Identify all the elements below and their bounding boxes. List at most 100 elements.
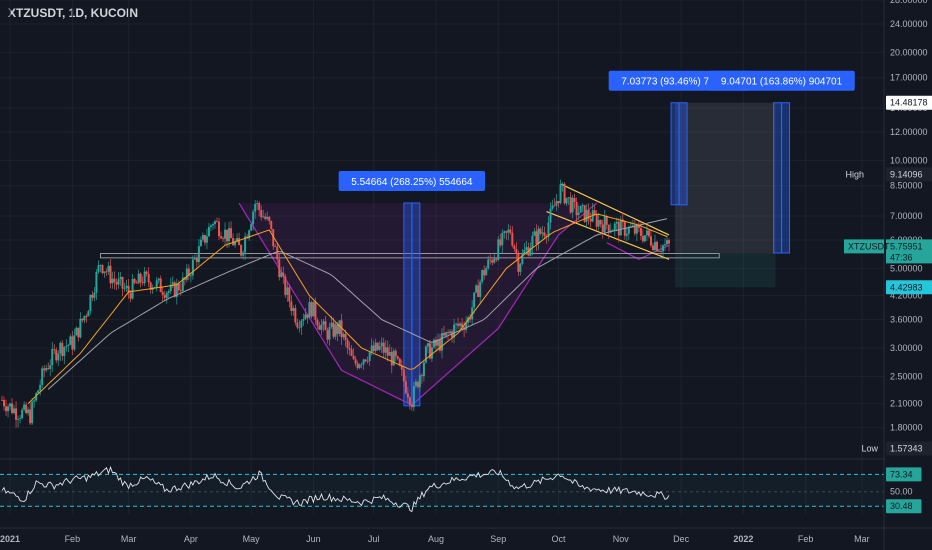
candle-body-down [641,236,644,242]
rsi-band-fill [0,474,884,507]
target-price-tag-box [886,95,932,110]
candle-body-up [342,333,345,338]
candle-body-down [85,315,88,317]
candle-body-up [643,235,646,242]
candle-body-up [436,339,439,346]
candle-body-up [125,285,128,288]
symbol-title: XTZUSDT, 1D, KUCOIN [8,6,139,20]
candle-body-up [266,216,269,219]
candle-body-up [256,203,259,204]
rsi-lower-tag-box [886,499,922,514]
y-tick-label: 20.00000 [890,47,928,57]
candle-body-up [418,375,421,388]
symbol-tag-text: XTZUSDT [848,241,890,251]
sma-fast-line [27,213,668,404]
candle-body-up [211,224,214,226]
candle-body-down [272,228,275,247]
candle-body-up [487,259,490,269]
candle-body-down [91,294,94,298]
candle-body-down [489,259,492,261]
candle-body-up [322,321,325,325]
candle-body-down [15,408,18,420]
candle-body-down [404,381,407,394]
candle-body-up [119,277,122,280]
candle-body-down [659,251,662,252]
candle-body-down [655,241,658,252]
candle-body-up [87,311,90,317]
candle-body-up [531,235,534,248]
candle-body-up [254,203,257,212]
candle-body-down [434,339,437,346]
candle-body-down [159,278,162,293]
candle-body-up [334,324,337,337]
candle-body-up [175,283,178,297]
candle-body-down [372,345,375,351]
candle-body-up [67,344,70,346]
rsi-line [1,465,670,513]
candle-body-up [207,227,210,237]
y-tick-label: 4.20000 [890,291,923,301]
candle-body-up [45,368,48,371]
candle-body-down [282,272,285,277]
candle-body-down [406,393,409,398]
candle-body-up [547,222,550,237]
candle-body-up [392,350,395,366]
candle-body-up [123,287,126,289]
candle-body-down [3,400,6,407]
candle-body-down [461,323,464,328]
candle-body-down [145,271,148,274]
candle-body-up [481,270,484,282]
y-tick-label: 2.10000 [890,399,923,409]
candle-body-down [649,236,652,246]
candle-body-up [73,335,76,350]
candle-body-up [362,359,365,365]
candle-body-up [551,205,554,209]
candle-body-up [497,239,500,260]
candle-body-down [639,227,642,237]
candle-body-up [63,346,66,357]
candle-body-up [338,320,341,334]
candle-body-down [238,238,241,246]
candle-body-down [149,282,152,290]
candle-body-up [308,302,311,318]
high-label: High [845,169,864,179]
x-tick-label: Nov [613,534,630,544]
candle-body-up [262,216,265,218]
low-label: Low [861,444,878,454]
candle-body-up [449,331,452,334]
candle-body-down [278,259,281,278]
sma-slow-line [47,218,668,390]
candle-body-up [374,342,377,351]
rsi-upper-tag-box [886,467,922,482]
x-tick-label: Mar [854,534,870,544]
candle-body-up [59,342,62,354]
candle-body-up [79,318,82,338]
candle-body-up [228,228,231,242]
candle-body-up [611,230,614,231]
x-tick-label: Feb [65,534,81,544]
candle-body-up [234,241,237,246]
handle-arc [606,242,670,261]
candle-body-down [428,343,431,359]
candle-body-up [7,406,10,412]
candle-body-up [507,229,510,233]
candle-body-down [398,358,401,366]
candle-body-down [443,332,446,336]
candle-body-down [290,301,293,311]
stop-price-tag-text: 4.42983 [890,282,923,292]
low-price-tag-box [886,441,932,456]
candle-body-up [252,211,255,225]
stop-zone [675,253,776,288]
candle-body-down [593,210,596,215]
candle-body-down [105,271,108,273]
candle-body-up [205,236,208,243]
x-tick-label: Aug [428,534,444,544]
candle-body-down [318,325,321,330]
candle-body-up [31,401,34,424]
candle-body-down [260,210,263,218]
candle-body-up [89,294,92,312]
candle-body-down [222,238,225,240]
candle-body-up [388,351,391,356]
candle-body-down [390,351,393,366]
